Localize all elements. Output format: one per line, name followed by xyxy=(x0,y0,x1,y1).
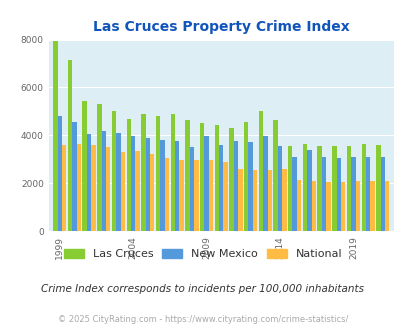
Bar xyxy=(145,138,150,231)
Bar xyxy=(135,151,139,231)
Bar xyxy=(77,144,81,231)
Bar xyxy=(164,158,169,231)
Bar xyxy=(238,169,242,231)
Bar xyxy=(273,120,277,231)
Bar xyxy=(379,157,384,231)
Bar xyxy=(292,157,296,231)
Bar xyxy=(326,182,330,231)
Bar xyxy=(208,160,213,231)
Bar xyxy=(120,152,125,231)
Bar xyxy=(150,154,154,231)
Bar xyxy=(160,140,164,231)
Bar xyxy=(200,123,204,231)
Text: © 2025 CityRating.com - https://www.cityrating.com/crime-statistics/: © 2025 CityRating.com - https://www.city… xyxy=(58,315,347,324)
Bar xyxy=(288,146,292,231)
Bar xyxy=(185,120,189,231)
Bar xyxy=(302,144,307,231)
Bar xyxy=(375,145,379,231)
Bar xyxy=(258,112,262,231)
Bar xyxy=(252,170,257,231)
Bar xyxy=(179,160,183,231)
Bar xyxy=(91,145,96,231)
Bar xyxy=(233,141,238,231)
Bar xyxy=(321,157,326,231)
Bar xyxy=(175,141,179,231)
Bar xyxy=(141,114,145,231)
Bar xyxy=(311,181,315,231)
Bar xyxy=(72,122,77,231)
Bar xyxy=(355,181,359,231)
Bar xyxy=(360,144,365,231)
Text: Crime Index corresponds to incidents per 100,000 inhabitants: Crime Index corresponds to incidents per… xyxy=(41,284,364,294)
Bar xyxy=(281,169,286,231)
Bar xyxy=(229,128,233,231)
Bar xyxy=(350,157,355,231)
Bar xyxy=(331,146,336,231)
Bar xyxy=(156,116,160,231)
Bar xyxy=(214,124,219,231)
Bar xyxy=(101,131,106,231)
Bar xyxy=(384,181,388,231)
Bar xyxy=(126,118,131,231)
Bar xyxy=(262,137,267,231)
Bar xyxy=(112,112,116,231)
Bar xyxy=(219,145,223,231)
Bar xyxy=(340,182,345,231)
Bar xyxy=(170,114,175,231)
Bar xyxy=(243,122,248,231)
Legend: Las Cruces, New Mexico, National: Las Cruces, New Mexico, National xyxy=(59,244,346,263)
Bar xyxy=(97,104,101,231)
Bar xyxy=(346,146,350,231)
Bar xyxy=(223,162,227,231)
Bar xyxy=(131,137,135,231)
Bar xyxy=(204,137,208,231)
Bar xyxy=(365,157,369,231)
Bar xyxy=(277,146,281,231)
Bar xyxy=(336,158,340,231)
Bar xyxy=(194,160,198,231)
Bar xyxy=(106,147,110,231)
Bar xyxy=(87,134,91,231)
Bar xyxy=(317,146,321,231)
Bar xyxy=(296,180,301,231)
Bar xyxy=(248,143,252,231)
Bar xyxy=(307,150,311,231)
Bar xyxy=(58,116,62,231)
Bar xyxy=(68,60,72,231)
Bar xyxy=(369,181,374,231)
Bar xyxy=(82,101,87,231)
Bar xyxy=(267,170,271,231)
Bar xyxy=(189,147,194,231)
Title: Las Cruces Property Crime Index: Las Cruces Property Crime Index xyxy=(93,20,349,34)
Bar xyxy=(116,133,120,231)
Bar xyxy=(62,145,66,231)
Bar xyxy=(53,41,58,231)
